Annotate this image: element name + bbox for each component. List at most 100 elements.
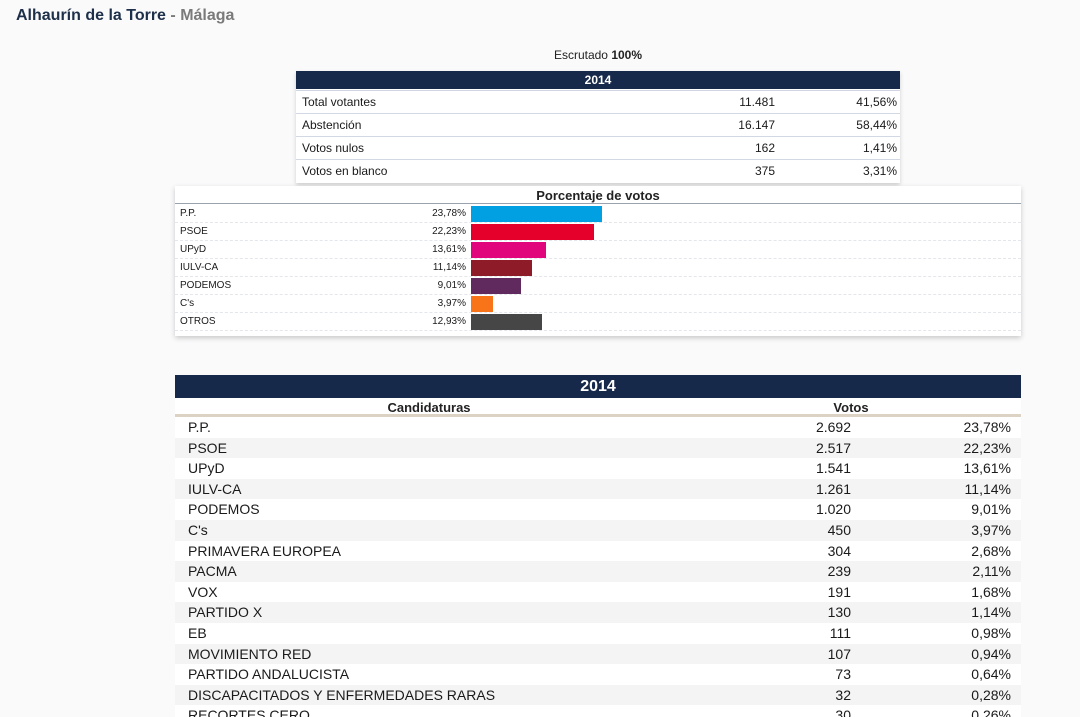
party-percent: 0,98% bbox=[971, 624, 1011, 641]
party-percent: 3,97% bbox=[971, 521, 1011, 538]
table-row: EB 111 0,98% bbox=[175, 623, 1021, 644]
party-percent: 11,14% bbox=[964, 480, 1011, 497]
party-percent: 22,23% bbox=[963, 439, 1011, 456]
chart-row: OTROS 12,93% bbox=[175, 313, 1021, 331]
party-name: DISCAPACITADOS Y ENFERMEDADES RARAS bbox=[188, 686, 496, 703]
summary-label: Votos nulos bbox=[302, 141, 365, 155]
chart-row: IULV-CA 11,14% bbox=[175, 259, 1021, 277]
chart-data-label: 13,61% bbox=[432, 244, 466, 255]
party-name: VOX bbox=[188, 583, 218, 600]
party-name: PSOE bbox=[188, 439, 227, 456]
party-votes: 107 bbox=[827, 645, 851, 662]
chart-bar bbox=[471, 242, 546, 258]
chart-bar bbox=[471, 296, 493, 312]
party-votes: 32 bbox=[835, 686, 851, 703]
summary-label: Total votantes bbox=[302, 95, 377, 109]
chart-title: Porcentaje de votos bbox=[175, 186, 1021, 204]
chart-data-label: 3,97% bbox=[437, 298, 466, 309]
party-votes: 73 bbox=[835, 666, 851, 683]
party-votes: 111 bbox=[829, 624, 851, 641]
summary-count: 16.147 bbox=[738, 118, 775, 132]
summary-count: 11.481 bbox=[739, 95, 775, 109]
chart-row: C's 3,97% bbox=[175, 295, 1021, 313]
table-row: IULV-CA 1.261 11,14% bbox=[175, 478, 1021, 500]
municipality-name: Alhaurín de la Torre bbox=[16, 7, 166, 24]
party-votes: 130 bbox=[827, 604, 851, 621]
summary-percent: 1,41% bbox=[862, 141, 897, 155]
party-votes: 2.517 bbox=[815, 439, 851, 456]
party-name: C's bbox=[188, 521, 208, 538]
table-row: UPyD 1.541 13,61% bbox=[175, 458, 1021, 479]
escrutado-status: Escrutado 100% bbox=[296, 48, 900, 62]
vote-percentage-chart: Porcentaje de votos P.P. 23,78% PSOE 22,23%… bbox=[175, 186, 1021, 336]
participation-summary: 2014 Total votantes 11.481 41,56% Abstenció… bbox=[296, 71, 900, 183]
table-row: P.P. 2.692 23,78% bbox=[175, 417, 1021, 438]
col-candidaturas: Candidaturas bbox=[387, 400, 471, 415]
summary-count: 375 bbox=[754, 164, 775, 178]
party-percent: 0,94% bbox=[971, 645, 1011, 662]
party-percent: 13,61% bbox=[963, 460, 1011, 477]
summary-row: Abstención 16.147 58,44% bbox=[296, 114, 900, 137]
table-row: C's 450 3,97% bbox=[175, 519, 1021, 541]
party-percent: 23,78% bbox=[963, 419, 1011, 435]
party-percent: 1,68% bbox=[971, 583, 1011, 600]
table-row: PARTIDO X 130 1,14% bbox=[175, 602, 1021, 623]
table-row: PODEMOS 1.020 9,01% bbox=[175, 499, 1021, 520]
party-percent: 0,28% bbox=[971, 686, 1011, 703]
chart-category-label: OTROS bbox=[180, 316, 216, 327]
chart-bar bbox=[471, 206, 602, 222]
chart-bar bbox=[471, 224, 594, 240]
party-name: PARTIDO ANDALUCISTA bbox=[188, 666, 350, 683]
chart-row: P.P. 23,78% bbox=[175, 205, 1021, 223]
chart-category-label: PSOE bbox=[180, 226, 208, 237]
province-name: Málaga bbox=[180, 7, 235, 24]
chart-data-label: 22,23% bbox=[432, 226, 466, 237]
table-row: PSOE 2.517 22,23% bbox=[175, 437, 1021, 459]
party-percent: 0,64% bbox=[971, 666, 1011, 683]
party-percent: 0,26% bbox=[971, 707, 1011, 717]
summary-row: Votos en blanco 375 3,31% bbox=[296, 160, 900, 183]
summary-divider bbox=[296, 89, 900, 91]
province-separator: - bbox=[170, 7, 176, 24]
results-column-header: Candidaturas Votos bbox=[175, 398, 1021, 417]
table-row: PARTIDO ANDALUCISTA 73 0,64% bbox=[175, 664, 1021, 685]
chart-bar bbox=[471, 314, 542, 330]
party-votes: 304 bbox=[827, 542, 851, 559]
party-name: PODEMOS bbox=[188, 501, 260, 518]
table-row: PRIMAVERA EUROPEA 304 2,68% bbox=[175, 541, 1021, 562]
summary-count: 162 bbox=[754, 141, 775, 155]
chart-category-label: C's bbox=[180, 298, 195, 309]
chart-row: PSOE 22,23% bbox=[175, 223, 1021, 241]
party-votes: 1.020 bbox=[815, 501, 851, 518]
party-votes: 191 bbox=[827, 583, 851, 600]
chart-data-label: 11,14% bbox=[432, 262, 466, 273]
chart-data-label: 12,93% bbox=[432, 316, 466, 327]
summary-percent: 3,31% bbox=[862, 164, 897, 178]
summary-year-header: 2014 bbox=[296, 71, 900, 89]
party-name: IULV-CA bbox=[188, 480, 242, 497]
summary-row: Total votantes 11.481 41,56% bbox=[296, 91, 900, 114]
summary-label: Abstención bbox=[302, 118, 362, 132]
party-votes: 239 bbox=[827, 563, 851, 580]
escrutado-label: Escrutado bbox=[553, 48, 608, 62]
party-name: PACMA bbox=[188, 563, 237, 580]
chart-data-label: 23,78% bbox=[432, 208, 466, 219]
party-name: MOVIMIENTO RED bbox=[188, 645, 312, 662]
party-name: RECORTES CERO bbox=[188, 707, 310, 717]
party-name: PRIMAVERA EUROPEA bbox=[188, 542, 342, 559]
results-year-header: 2014 bbox=[175, 375, 1021, 398]
party-name: PARTIDO X bbox=[188, 604, 263, 621]
party-percent: 2,68% bbox=[971, 542, 1011, 559]
table-row: VOX 191 1,68% bbox=[175, 582, 1021, 603]
chart-category-label: UPyD bbox=[180, 244, 207, 255]
chart-row: PODEMOS 9,01% bbox=[175, 277, 1021, 295]
party-votes: 450 bbox=[827, 521, 851, 538]
party-votes: 1.261 bbox=[815, 480, 851, 497]
col-votos: Votos bbox=[833, 400, 869, 415]
party-name: EB bbox=[188, 624, 207, 641]
party-name: P.P. bbox=[188, 419, 211, 435]
table-row: PACMA 239 2,11% bbox=[175, 561, 1021, 582]
party-percent: 2,11% bbox=[972, 563, 1011, 580]
results-table: 2014 Candidaturas Votos P.P. 2.692 23,78% P… bbox=[175, 375, 1021, 717]
party-votes: 1.541 bbox=[815, 460, 851, 477]
